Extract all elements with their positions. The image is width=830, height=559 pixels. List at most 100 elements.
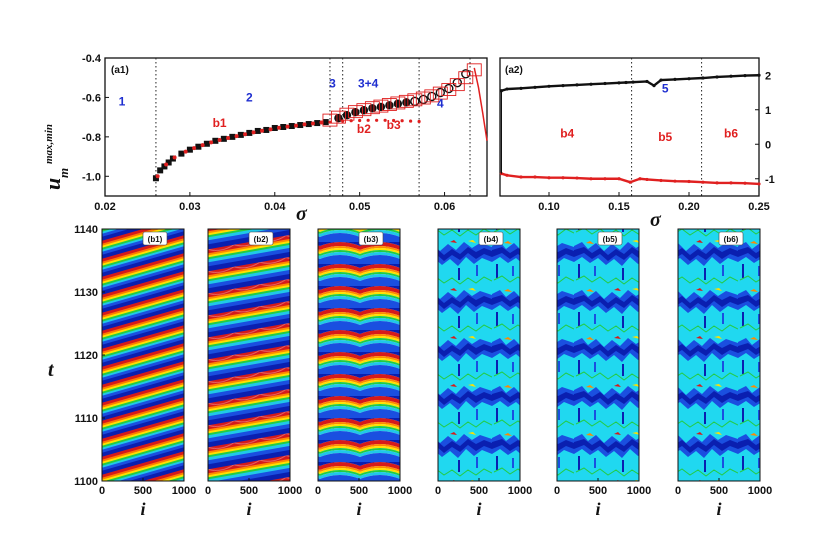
heatmap-tag-label: (b3) [364, 235, 379, 244]
data-point-a1 [449, 78, 465, 92]
x-tick-label-b: 500 [589, 485, 607, 497]
data-point-a2 [673, 179, 677, 183]
y-tick-label-a2: -1 [765, 174, 775, 186]
data-point-a1 [349, 119, 353, 123]
data-point-a2 [673, 77, 677, 81]
data-point-a1 [435, 87, 446, 98]
region-label-a1: 4 [437, 96, 444, 110]
data-point-a1 [212, 137, 219, 144]
data-point-a1 [385, 101, 394, 110]
data-point-a1 [178, 150, 185, 157]
x-tick-label-a2: 0.15 [608, 201, 629, 213]
data-point-a2 [659, 178, 663, 183]
data-point-a1 [155, 174, 160, 179]
heatmap-tag-box [248, 231, 274, 246]
x-axis-title-b: i [476, 499, 481, 519]
data-point-a1 [322, 113, 338, 127]
data-point-a1 [417, 119, 421, 124]
y-tick-label-a1: -0.6 [82, 92, 101, 104]
x-tick-label-b: 1000 [508, 485, 532, 497]
data-point-a1 [254, 127, 261, 134]
y-tick-label-a2: 2 [765, 70, 771, 82]
region-label-a1: 1 [119, 94, 126, 108]
data-point-a1 [373, 99, 389, 113]
y-tick-label-a2: 0 [765, 139, 771, 151]
heatmap-panel-b6: (b6) 0 500 1000 i [675, 228, 772, 519]
y-tick-label-a2: 1 [765, 105, 771, 117]
data-point-a1 [195, 143, 202, 150]
y-tick-label-b: 1110 [75, 413, 98, 425]
plot-frame-a1 [104, 57, 488, 197]
data-point-a1 [393, 99, 403, 108]
x-tick-label-b: 0 [554, 485, 560, 497]
data-point-a1 [183, 149, 188, 154]
data-point-a1 [186, 146, 193, 153]
heatmap-panel-b5: (b5) 0 500 1000 i [554, 228, 651, 519]
data-point-a1 [322, 119, 329, 126]
x-tick-label-a2: 0.10 [538, 201, 559, 213]
data-point-a1 [415, 91, 431, 105]
data-point-a1 [217, 138, 222, 143]
data-point-a2 [603, 81, 607, 86]
data-point-a2 [519, 86, 523, 90]
data-point-a2 [729, 74, 733, 78]
data-point-a2 [628, 180, 632, 184]
region-label-a2: b4 [560, 126, 574, 140]
data-point-a1 [220, 135, 227, 142]
data-point-a1 [319, 120, 324, 125]
data-point-a1 [342, 110, 352, 120]
y-axis-title-b: t [48, 359, 55, 381]
data-point-a2 [561, 84, 565, 88]
data-point-a2 [687, 77, 691, 81]
x-axis-title-b: i [246, 499, 251, 519]
x-tick-label-b: 0 [205, 485, 211, 497]
x-tick-label-a1: 0.06 [434, 201, 455, 213]
data-point-a1 [246, 129, 253, 136]
data-point-a2 [533, 175, 537, 179]
data-point-a1 [328, 120, 332, 124]
heatmap-tag-box [358, 231, 384, 246]
data-point-a1 [297, 122, 304, 129]
region-label-a2: b6 [724, 126, 738, 140]
x-tick-label-b: 1000 [748, 485, 772, 497]
data-point-a1 [375, 118, 379, 122]
x-tick-label-a2: 0.20 [678, 201, 699, 213]
y-tick-label-a1: -1.0 [82, 171, 101, 183]
heatmap-tag-box [478, 231, 504, 246]
data-point-a2 [533, 85, 537, 89]
data-point-a2 [638, 177, 642, 181]
data-point-a1 [461, 69, 471, 79]
x-tick-label-b: 500 [240, 485, 258, 497]
x-tick-label-a1: 0.02 [94, 201, 115, 213]
y-tick-label-b: 1100 [74, 476, 98, 488]
data-point-a1 [356, 103, 372, 117]
data-point-a2 [743, 73, 747, 78]
data-point-a2 [645, 177, 649, 182]
heatmap-panel-b4: (b4) 0 500 1000 i [435, 228, 532, 519]
data-point-a1 [390, 96, 406, 110]
x-axis-title-b: i [716, 499, 721, 519]
heatmap-field [318, 229, 400, 481]
data-point-a1 [368, 104, 377, 113]
region-label-a1: b2 [357, 122, 371, 136]
data-point-a1 [466, 63, 482, 77]
region-label-a1: b3 [387, 118, 401, 132]
y-axis-title-a1: u m max,min [40, 124, 71, 190]
data-point-a1 [172, 155, 177, 160]
x-tick-label-b: 500 [710, 485, 728, 497]
x-axis-title-b: i [595, 499, 600, 519]
data-point-a1 [458, 71, 474, 85]
heatmap-field [102, 229, 184, 481]
x-tick-label-b: 500 [350, 485, 368, 497]
series-line-a2 [501, 74, 760, 92]
data-point-a2 [617, 177, 621, 181]
data-point-a1 [302, 122, 307, 127]
data-point-a1 [392, 118, 396, 123]
data-point-a2 [631, 80, 635, 84]
data-point-a2 [743, 181, 747, 185]
panel-a2: (a2) 0.10 0.15 0.20 0.25 -1 0 1 2 5 b4 b5 b6 σ [499, 57, 775, 231]
data-point-a2 [505, 173, 509, 177]
data-point-a1 [452, 77, 462, 88]
y-tick-label-b: 1140 [74, 224, 98, 236]
